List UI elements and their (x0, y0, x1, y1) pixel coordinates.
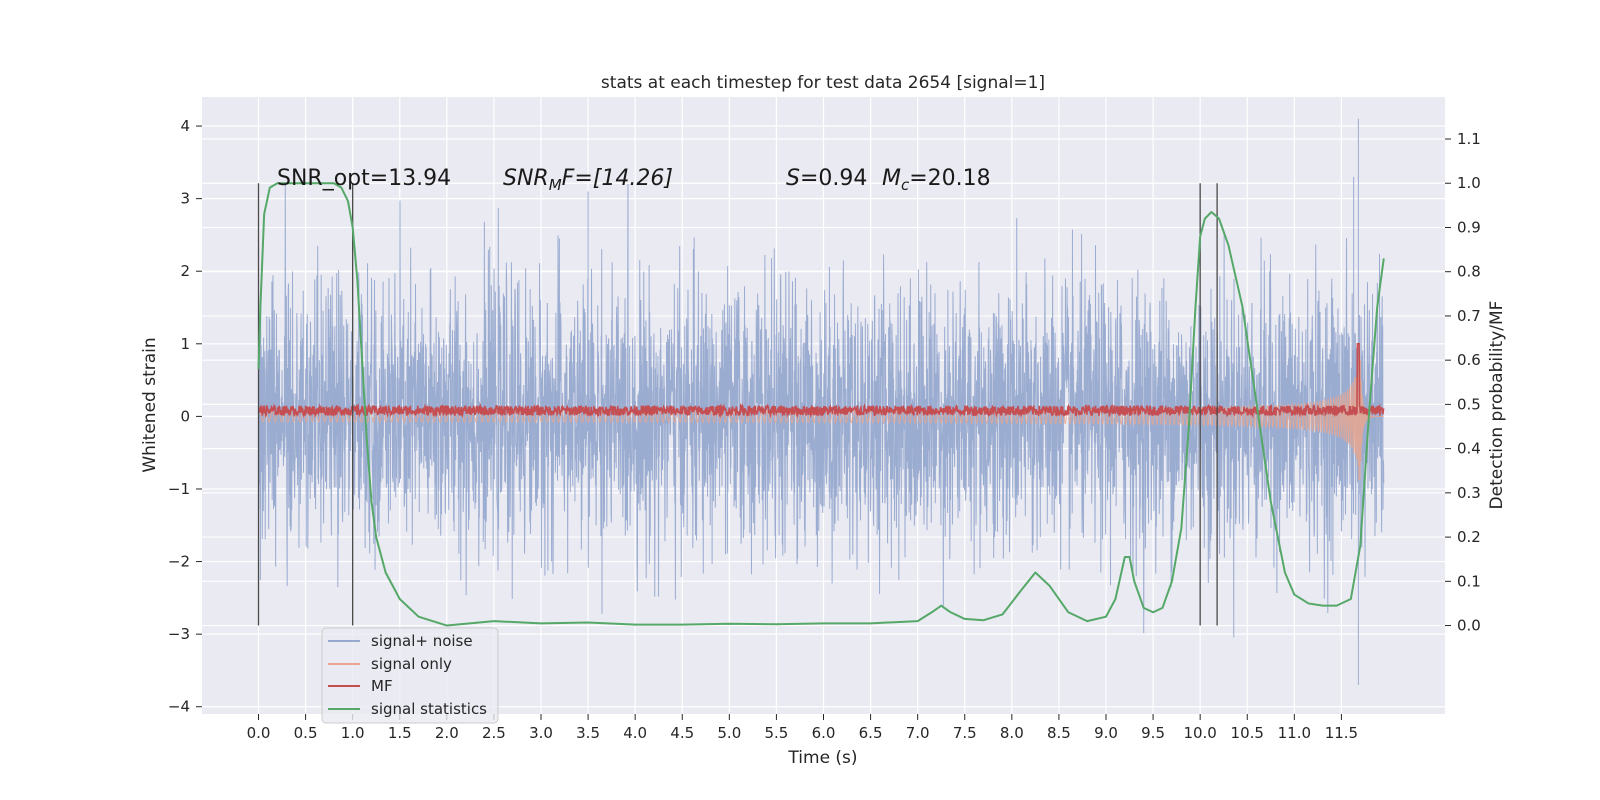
y-left-tick-label: 3 (180, 190, 190, 208)
y-right-tick-label: 0.9 (1457, 218, 1481, 236)
legend-box (321, 627, 499, 724)
y-right-tick-label: 0.1 (1457, 572, 1481, 590)
legend-label-signal-statistics: signal statistics (371, 700, 487, 718)
x-tick-label: 2.0 (435, 724, 459, 742)
signal-statistics-line (257, 182, 1385, 627)
signal-noise-series (258, 118, 1385, 685)
x-tick-label: 1.0 (341, 724, 365, 742)
x-tick-label: 4.5 (670, 724, 694, 742)
y-right-tick-label: 1.0 (1457, 174, 1481, 192)
x-tick-label: 6.5 (859, 724, 883, 742)
legend-label-signal-noise: signal+ noise (371, 632, 473, 650)
x-tick-label: 0.5 (294, 724, 318, 742)
x-tick-label: 5.5 (764, 724, 788, 742)
legend: signal+ noise signal only MF signal stat… (321, 627, 499, 724)
y-right-tick-label: 0.7 (1457, 307, 1481, 325)
chart-title: stats at each timestep for test data 265… (601, 73, 1045, 93)
y-right-tick-label: 0.8 (1457, 263, 1481, 281)
x-tick-label: 3.0 (529, 724, 553, 742)
y-axis-label-right: Detection probability/MF (1487, 301, 1507, 510)
legend-label-mf: MF (371, 677, 393, 695)
x-tick-label: 1.5 (388, 724, 412, 742)
x-tick-label: 4.0 (623, 724, 647, 742)
mf-line (258, 343, 1385, 419)
annotation-mc-value: Mc=20.18 (882, 166, 991, 194)
vertical-markers (257, 183, 1218, 626)
x-axis-label: Time (s) (787, 748, 857, 768)
x-tick-label: 10.5 (1231, 724, 1264, 742)
y-left-tick-label: 2 (180, 262, 190, 280)
y-left-tick-label: −2 (168, 553, 190, 571)
y-left-tick-label: −1 (168, 480, 190, 498)
x-tick-label: 2.5 (482, 724, 506, 742)
y-right-tick-label: 0.6 (1457, 351, 1481, 369)
x-tick-label: 9.0 (1094, 724, 1118, 742)
x-tick-label: 5.0 (717, 724, 741, 742)
mf-series (258, 343, 1385, 419)
x-tick-label: 9.5 (1141, 724, 1165, 742)
y-left-tick-label: −4 (168, 698, 190, 716)
y-left-tick-label: 1 (180, 335, 190, 353)
x-tick-label: 6.0 (812, 724, 836, 742)
y-right-tick-label: 0.3 (1457, 484, 1481, 502)
x-tick-label: 8.0 (1000, 724, 1024, 742)
y-right-tick-label: 0.0 (1457, 617, 1481, 635)
signal-statistics-series (257, 182, 1385, 627)
y-left-tick-label: 4 (180, 117, 190, 135)
annotation-snr-mf: SNRMF=[14.26] (503, 166, 673, 194)
x-tick-label: 3.5 (576, 724, 600, 742)
y-right-tick-label: 0.4 (1457, 440, 1481, 458)
y-left-tick-label: −3 (168, 625, 190, 643)
signal-noise-line (258, 118, 1385, 685)
axes-layer: 0.0 0.5 1.0 1.5 2.0 2.5 3.0 3.5 4.0 4.5 5.0 5.5 6.0 6… (168, 117, 1481, 742)
annotation-s-value: S=0.94 (786, 166, 867, 191)
x-tick-label: 0.0 (247, 724, 271, 742)
x-tick-label: 11.0 (1278, 724, 1311, 742)
y-right-tick-label: 0.2 (1457, 528, 1481, 546)
x-tick-label: 11.5 (1325, 724, 1358, 742)
y-left-tick-label: 0 (180, 407, 190, 425)
annotation-snr-opt: SNR_opt=13.94 (277, 166, 451, 191)
x-tick-label: 7.5 (953, 724, 977, 742)
x-tick-label: 8.5 (1047, 724, 1071, 742)
y-right-tick-label: 1.1 (1457, 130, 1481, 148)
legend-label-signal-only: signal only (371, 655, 452, 673)
y-axis-label-left: Whitened strain (140, 337, 160, 472)
x-tick-label: 7.0 (906, 724, 930, 742)
x-tick-label: 10.0 (1183, 724, 1216, 742)
y-right-tick-label: 0.5 (1457, 395, 1481, 413)
